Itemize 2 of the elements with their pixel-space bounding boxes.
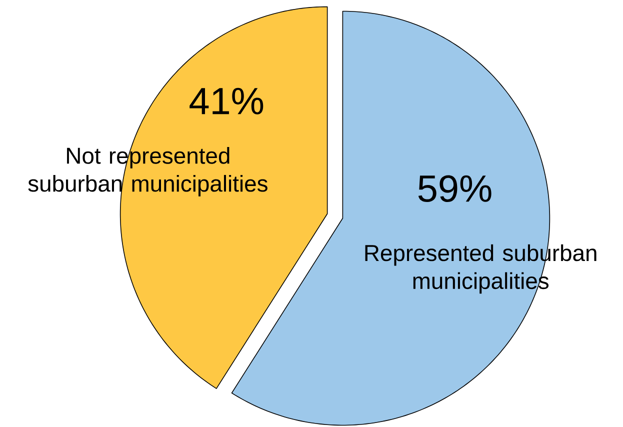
data-label: 41%	[190, 88, 264, 114]
data-label: 59%	[418, 175, 492, 202]
